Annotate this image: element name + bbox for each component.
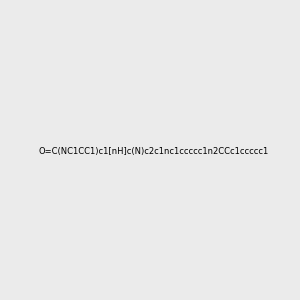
Text: O=C(NC1CC1)c1[nH]c(N)c2c1nc1ccccc1n2CCc1ccccc1: O=C(NC1CC1)c1[nH]c(N)c2c1nc1ccccc1n2CCc1… — [39, 147, 269, 156]
